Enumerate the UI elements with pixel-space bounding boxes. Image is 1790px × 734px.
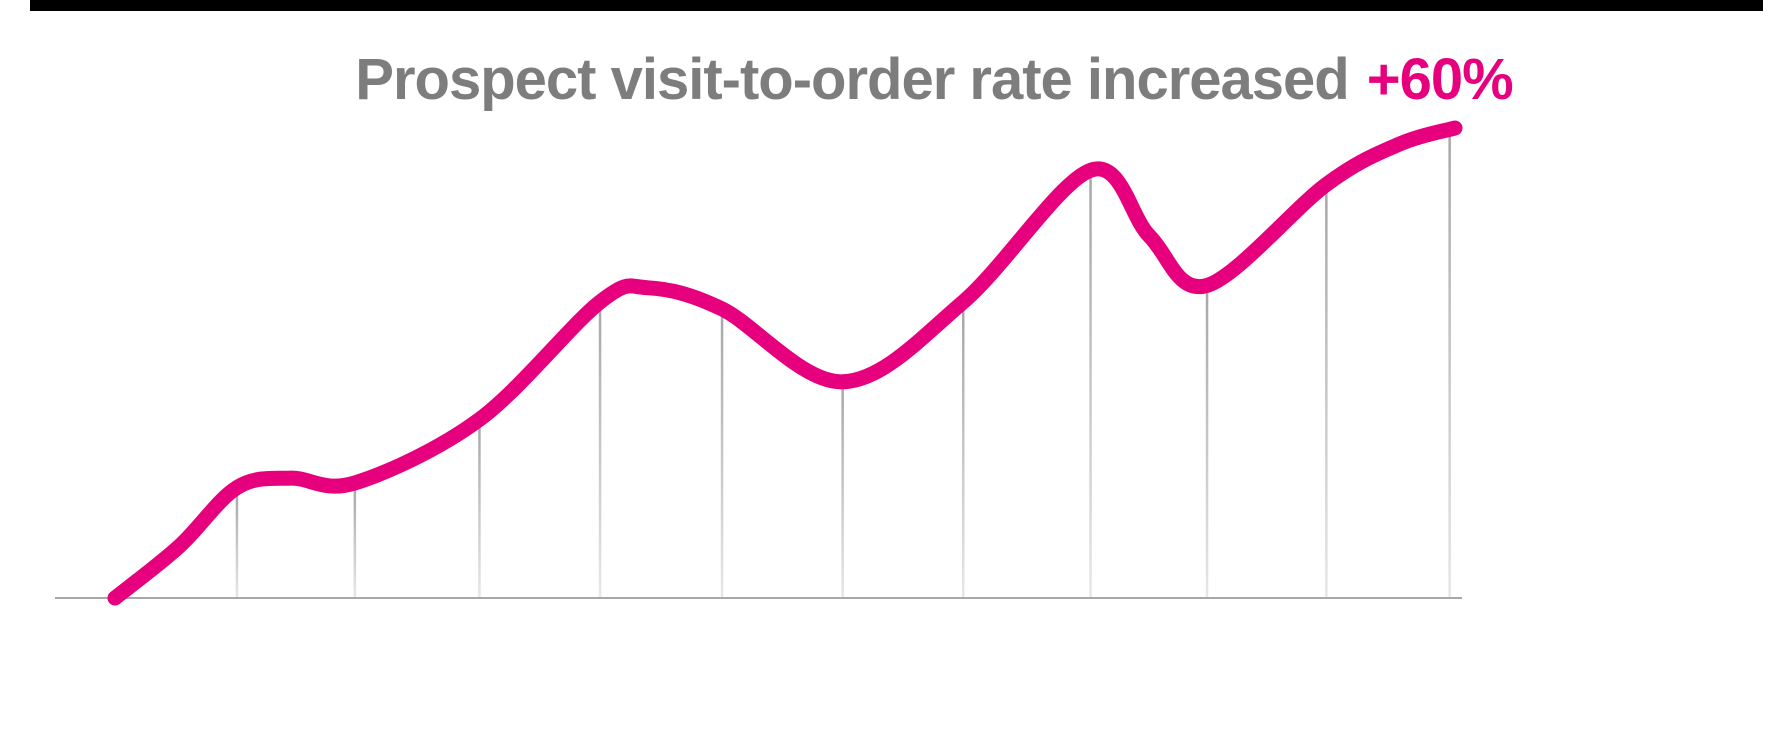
gridline [1089,170,1092,599]
gridline [1205,285,1209,598]
gridline [598,301,602,598]
gridline [1325,184,1328,598]
gridline [841,381,844,598]
gridlines-group [235,128,1451,599]
chart-title-text: Prospect visit-to-order rate increased [355,47,1349,112]
gridline [478,419,481,598]
gridline [962,301,965,598]
trend-line [107,120,1463,606]
gridline [720,308,724,598]
gridline [353,482,357,598]
chart-title-highlight: +60% [1366,47,1514,112]
series-group [107,120,1463,606]
top-border-bar [30,0,1763,11]
gridline [1448,128,1451,598]
chart-title: Prospect visit-to-order rate increased +6… [0,46,1790,113]
gridline [235,487,239,598]
